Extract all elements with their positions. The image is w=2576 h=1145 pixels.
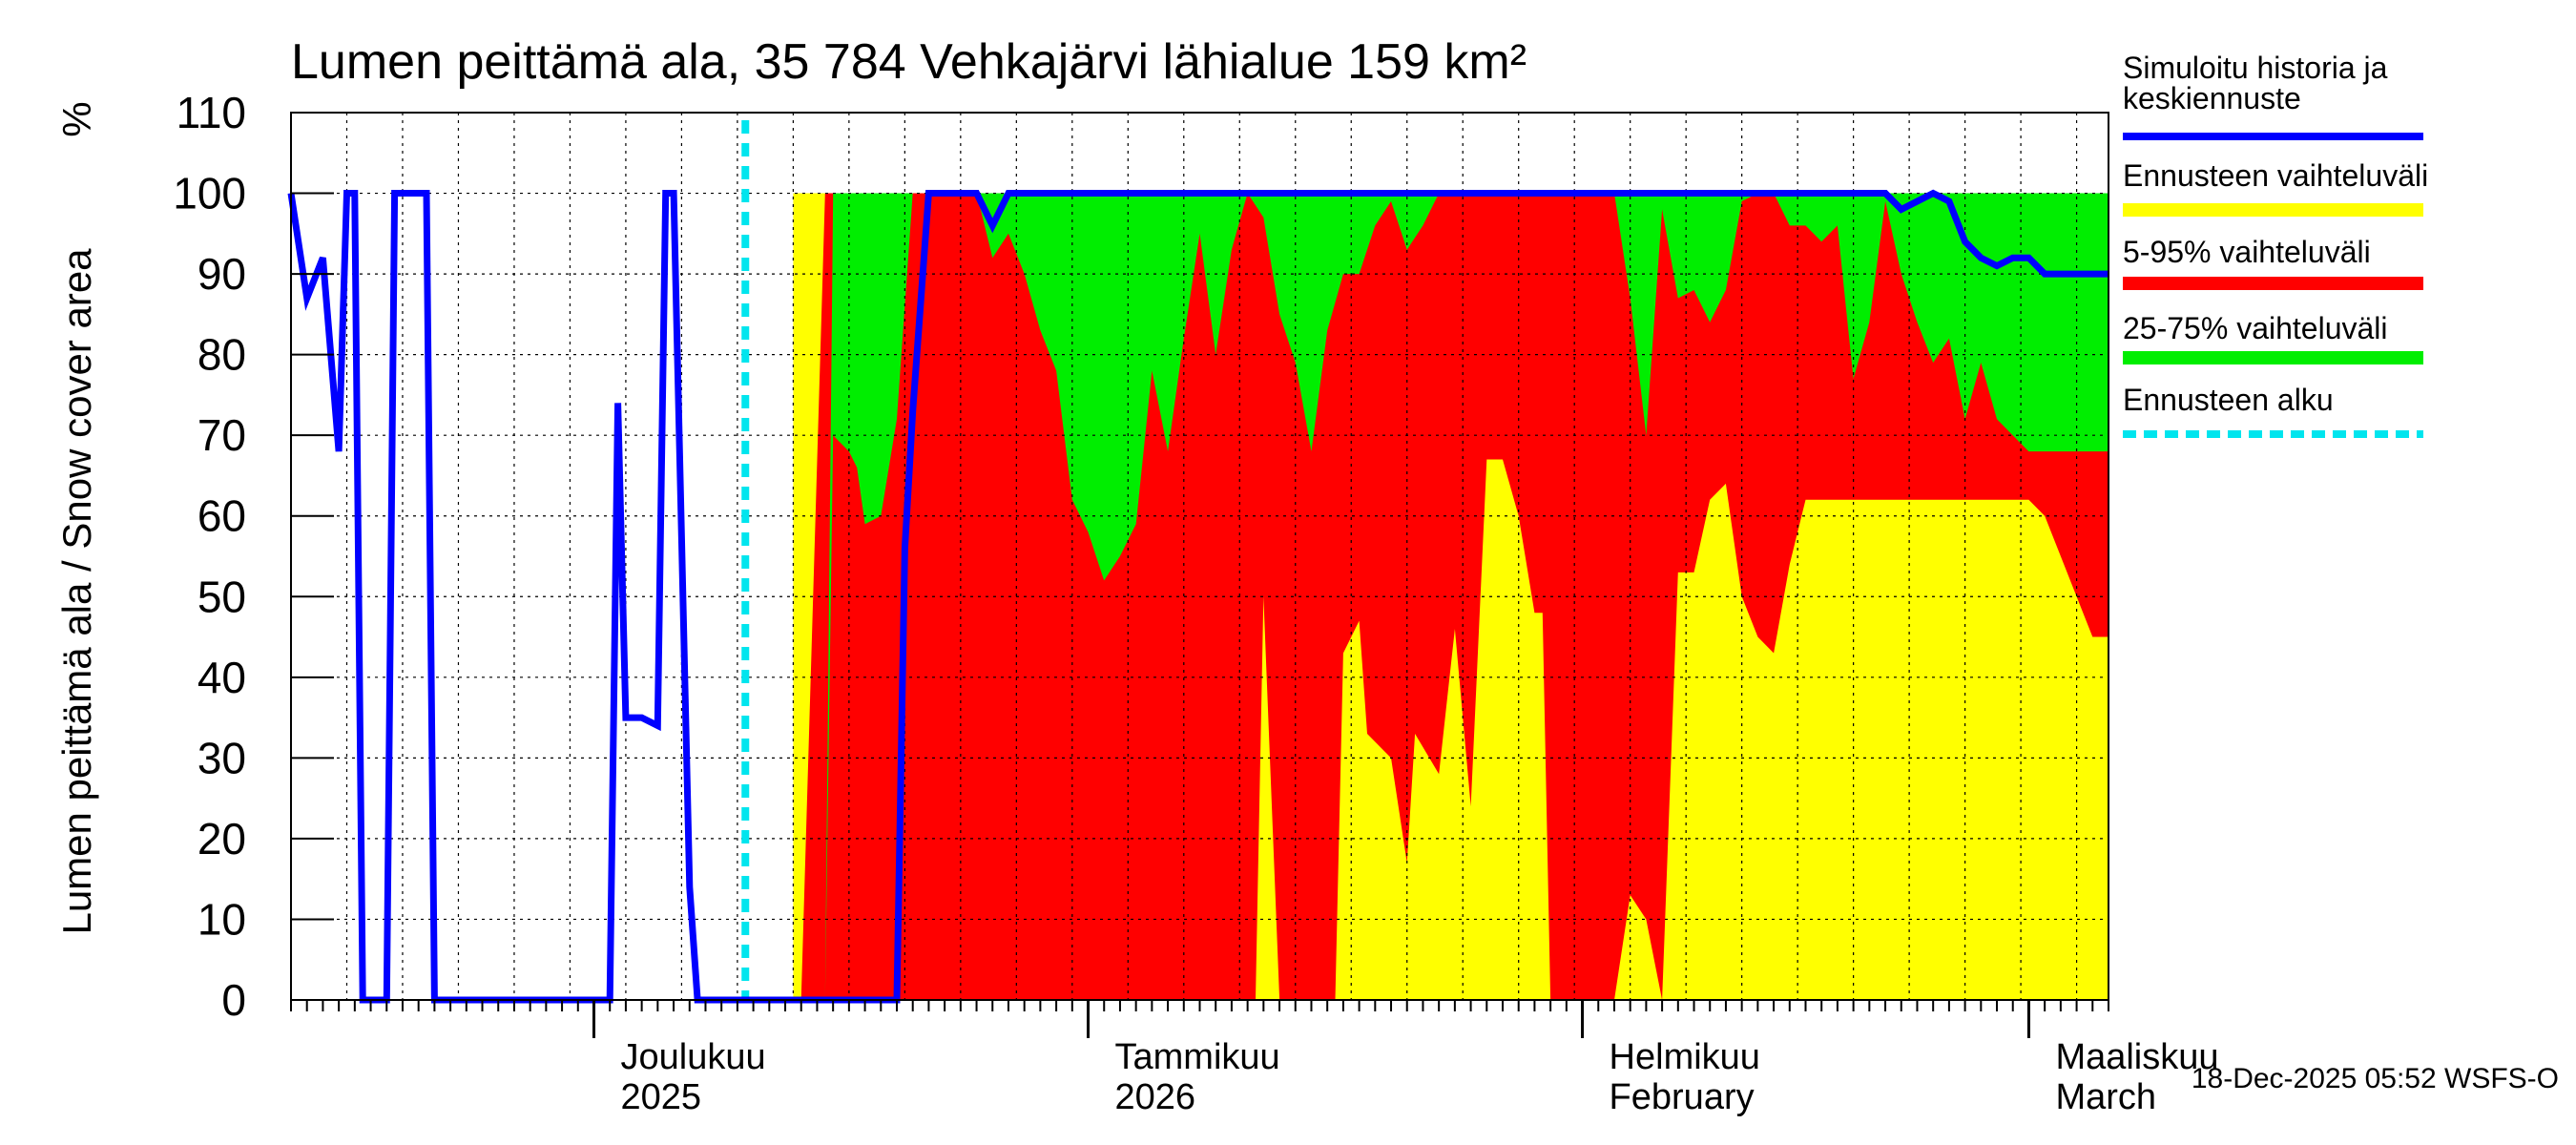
y-tick-label: 60 [197, 491, 246, 541]
month-label: Tammikuu [1115, 1037, 1280, 1077]
y-tick-label: 110 [177, 88, 246, 137]
month-label: Joulukuu [621, 1037, 766, 1077]
month-sublabel: March [2055, 1077, 2156, 1117]
month-label: Helmikuu [1610, 1037, 1760, 1077]
band-2 [793, 193, 2109, 1000]
footer-timestamp: 18-Dec-2025 05:52 WSFS-O [2192, 1063, 2559, 1094]
legend-label: 25-75% vaihteluväli [2123, 311, 2388, 345]
y-tick-label: 10 [197, 894, 246, 944]
y-tick-label: 30 [197, 733, 246, 782]
y-tick-label: 90 [197, 249, 246, 299]
legend-label: Simuloitu historia ja keskiennuste [2123, 51, 2388, 115]
chart-title: Lumen peittämä ala, 35 784 Vehkajärvi lä… [291, 34, 1527, 90]
y-tick-label: 70 [197, 410, 246, 460]
month-sublabel: February [1610, 1077, 1755, 1117]
month-label: Maaliskuu [2055, 1037, 2218, 1077]
y-unit-label: % [54, 101, 99, 136]
forecast-bands [793, 193, 2109, 1000]
legend: Simuloitu historia ja keskiennuste Ennuste… [2123, 51, 2428, 438]
y-tick-label: 100 [173, 169, 246, 219]
month-sublabel: 2026 [1115, 1077, 1196, 1117]
legend-label: 5-95% vaihteluväli [2123, 235, 2371, 269]
y-tick-label: 50 [197, 572, 246, 621]
legend-label: Ennusteen alku [2123, 383, 2334, 417]
month-sublabel: 2025 [621, 1077, 702, 1117]
y-tick-label: 80 [197, 330, 246, 380]
y-axis-ticks: 0 10 20 30 40 50 60 70 80 90 100 110 [173, 88, 334, 1025]
y-tick-label: 0 [221, 975, 246, 1025]
legend-label: Ennusteen vaihteluväli [2123, 158, 2428, 193]
y-tick-label: 20 [197, 814, 246, 864]
y-tick-label: 40 [197, 653, 246, 702]
y-axis-label: Lumen peittämä ala / Snow cover area [54, 248, 99, 935]
